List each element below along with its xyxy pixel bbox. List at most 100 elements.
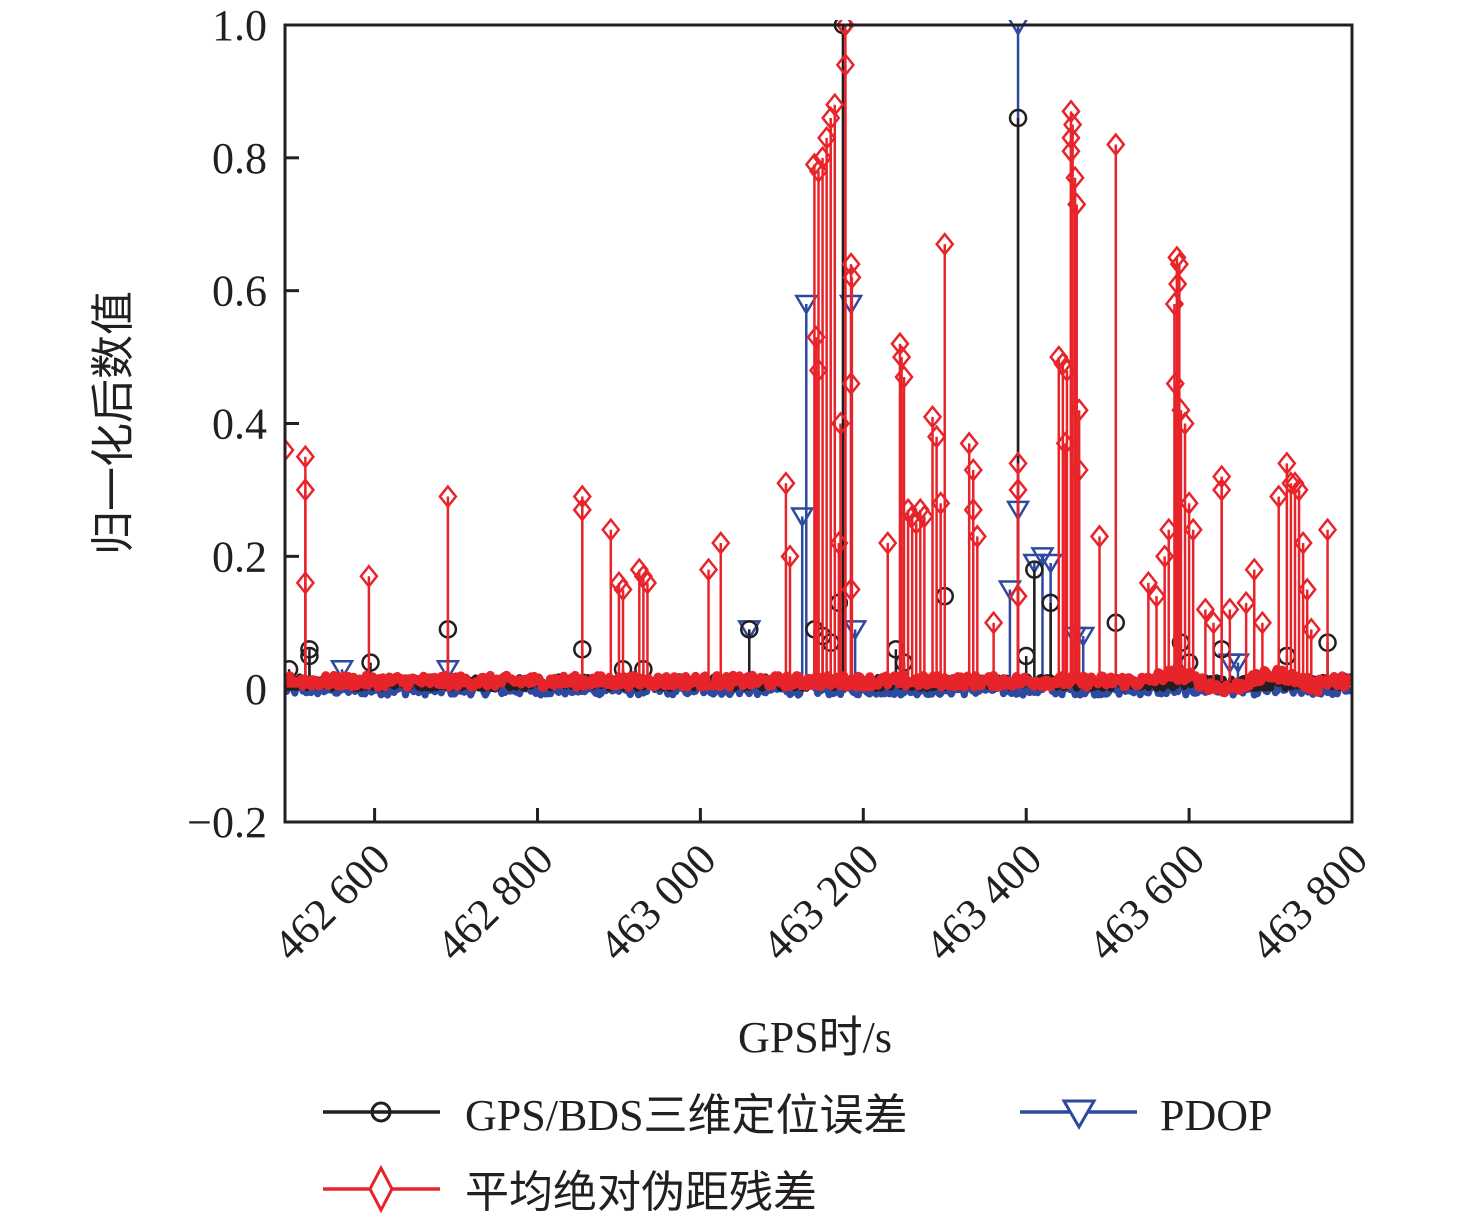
data-point [806,325,826,350]
data-point [361,653,380,672]
data-point [572,497,592,522]
data-point [1165,371,1185,396]
legend: GPS/BDS三维定位误差 PDOP 平均绝对伪距残差 [323,1091,1273,1217]
data-point [890,331,910,356]
data-point [922,404,943,429]
data-point [808,358,829,383]
data-point [1063,112,1083,137]
x-axis: 462 600 462 800 463 000 463 200 463 400 463 6… [264,808,1377,970]
data-point [1008,108,1028,128]
data-point [1289,477,1309,502]
data-point [1030,547,1055,568]
data-point [1089,524,1110,549]
data-point [1220,597,1240,622]
data-point [1155,544,1175,569]
data-point [1008,451,1028,476]
data-point [1061,125,1081,150]
data-point [637,570,658,595]
legend-diamond-marker [368,1164,394,1214]
data-point [1168,272,1188,297]
data-point [1069,457,1089,482]
y-axis: −0.2 0 0.2 0.4 0.6 0.8 1.0 [187,1,299,847]
y-tick-label: 0.2 [212,532,267,581]
x-tick-label: 462 800 [427,834,563,970]
data-point [812,145,833,170]
data-point [1179,491,1199,516]
series-layer [285,20,1353,699]
x-tick-label: 463 000 [590,834,726,970]
legend-item-gps-bds-error: GPS/BDS三维定位误差 [323,1091,908,1140]
y-tick-label: 0 [245,665,267,714]
data-point [914,504,934,529]
legend-label-mean-residual: 平均绝对伪距残差 [465,1168,817,1217]
data-point [794,294,819,316]
data-point [300,646,319,666]
data-point [842,265,862,290]
data-point [967,524,987,549]
data-point [1067,192,1087,217]
legend-label-gps-bds-error: GPS/BDS三维定位误差 [465,1091,908,1140]
data-point [935,232,955,257]
data-point [841,371,861,396]
data-point [835,52,855,77]
data-point [1065,165,1085,190]
data-point [1252,610,1273,635]
data-point [894,365,914,390]
data-point [984,610,1004,635]
data-point [1138,570,1158,595]
data-point [1281,471,1301,496]
data-point [438,484,458,509]
data-point [825,92,845,117]
data-point [780,544,800,569]
x-tick-label: 463 400 [916,834,1052,970]
data-point [1293,531,1313,556]
data-point [1061,99,1081,124]
data-point [1146,584,1167,609]
x-tick-label: 463 200 [753,834,889,970]
data-point [1212,464,1232,489]
data-point [841,252,861,277]
data-point [817,125,837,150]
y-tick-label: 0.6 [212,267,267,316]
data-point [1301,617,1321,642]
legend-circle-marker [370,1101,392,1123]
y-axis-title: 归一化后数值 [89,291,138,555]
data-point [1277,451,1297,476]
data-point [1317,517,1338,542]
data-point [1164,291,1185,316]
data-point [1195,597,1215,622]
legend-label-pdop: PDOP [1160,1091,1273,1140]
data-point [963,457,983,482]
data-point [1025,560,1044,579]
data-point [776,471,796,496]
data-point [601,517,621,542]
data-point [927,424,947,449]
data-point [359,564,379,589]
data-point [295,570,315,595]
legend-triangle-marker [1061,1099,1097,1131]
data-point [1038,553,1063,575]
x-tick-label: 462 600 [264,834,400,970]
y-tick-label: 0.4 [212,400,267,449]
data-point [1008,477,1028,502]
data-point [295,477,315,502]
data-point [613,577,633,602]
data-point [1167,245,1187,270]
data-point [1008,584,1028,609]
x-tick-label: 463 600 [1078,834,1214,970]
data-point [1269,484,1289,509]
data-point [329,659,355,681]
data-point [790,507,815,528]
data-point [698,557,719,582]
data-point [1175,411,1195,436]
data-point [959,431,979,456]
data-point [740,620,759,639]
data-point [295,444,315,469]
x-axis-title: GPS时/s [738,1013,892,1062]
x-tick-label: 463 800 [1241,834,1377,970]
data-point [1183,517,1203,542]
legend-item-mean-residual: 平均绝对伪距残差 [323,1164,817,1217]
data-point [891,345,912,370]
data-point [1106,132,1126,157]
